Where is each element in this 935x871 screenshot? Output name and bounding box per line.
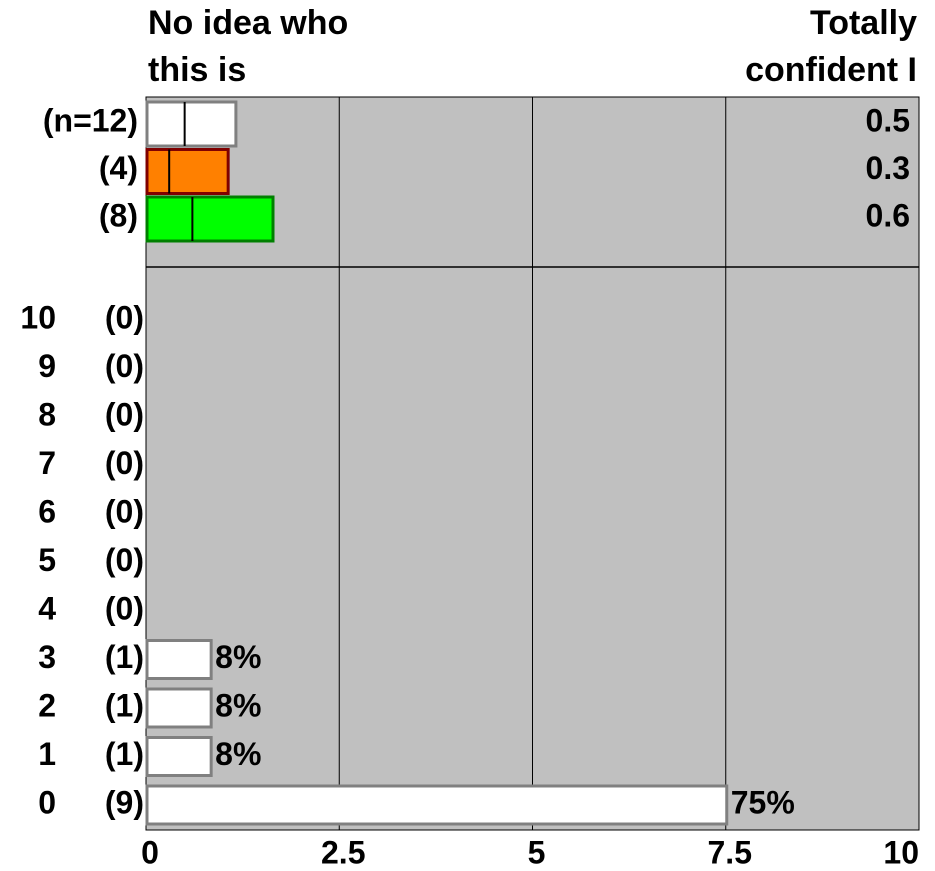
- bar: [145, 736, 213, 777]
- value-label: 75%: [731, 784, 795, 820]
- count-label: (0): [105, 445, 144, 481]
- summary-label: (4): [99, 150, 138, 186]
- category-label: 5: [38, 542, 56, 578]
- summary-label: (n=12): [43, 102, 138, 138]
- header-right: Totally: [810, 4, 917, 42]
- category-label: 2: [38, 687, 56, 723]
- count-label: (0): [105, 348, 144, 384]
- category-label: 8: [38, 396, 56, 432]
- bar: [145, 687, 213, 729]
- header-right: confident I: [745, 51, 917, 89]
- category-label: 1: [38, 736, 56, 772]
- count-label: (1): [105, 639, 144, 675]
- category-label: 0: [38, 784, 56, 820]
- count-label: (0): [105, 542, 144, 578]
- category-label: 3: [38, 639, 56, 675]
- header-left: this is: [148, 51, 246, 89]
- count-label: (9): [105, 784, 144, 820]
- count-label: (1): [105, 736, 144, 772]
- summary-bar: [145, 148, 230, 195]
- mean-value: 0.6: [866, 197, 910, 233]
- category-label: 10: [20, 299, 56, 335]
- bar: [145, 784, 729, 826]
- mean-value: 0.5: [866, 102, 910, 138]
- value-label: 8%: [215, 736, 261, 772]
- x-tick-label: 7.5: [708, 834, 752, 870]
- bar: [145, 639, 213, 680]
- x-tick-label: 10: [883, 834, 919, 870]
- count-label: (1): [105, 687, 144, 723]
- category-label: 9: [38, 348, 56, 384]
- summary-bar: [145, 100, 238, 148]
- category-label: 4: [38, 590, 56, 626]
- count-label: (0): [105, 299, 144, 335]
- value-label: 8%: [215, 687, 261, 723]
- category-label: 6: [38, 493, 56, 529]
- x-tick-label: 0: [141, 834, 159, 870]
- count-label: (0): [105, 396, 144, 432]
- header-left: No idea who: [148, 4, 348, 42]
- summary-label: (8): [99, 197, 138, 233]
- x-tick-label: 2.5: [321, 834, 365, 870]
- category-label: 7: [38, 445, 56, 481]
- summary-bar: [145, 195, 275, 243]
- count-label: (0): [105, 590, 144, 626]
- value-label: 8%: [215, 639, 261, 675]
- count-label: (0): [105, 493, 144, 529]
- x-tick-label: 5: [528, 834, 546, 870]
- mean-value: 0.3: [866, 150, 910, 186]
